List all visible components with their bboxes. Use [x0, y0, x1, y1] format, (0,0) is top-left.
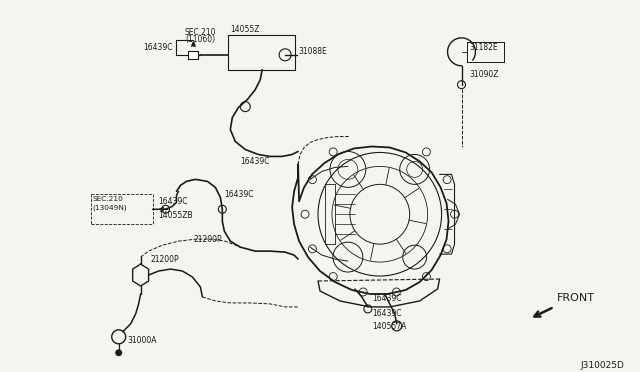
Text: SEC.210: SEC.210 — [185, 28, 216, 37]
Text: FRONT: FRONT — [557, 293, 595, 303]
Bar — [188, 51, 198, 59]
Text: J310025D: J310025D — [580, 361, 624, 370]
Text: 16439C: 16439C — [225, 190, 254, 199]
Circle shape — [116, 350, 122, 356]
Text: 16439C: 16439C — [372, 310, 401, 318]
Text: (11060): (11060) — [186, 35, 216, 44]
Text: 140557A: 140557A — [372, 323, 406, 331]
Text: SEC.210: SEC.210 — [93, 196, 124, 202]
Text: 16439C: 16439C — [372, 295, 401, 304]
Text: (13049N): (13049N) — [93, 204, 127, 211]
Text: 31090Z: 31090Z — [470, 70, 499, 79]
Text: 31088E: 31088E — [298, 47, 327, 56]
Text: 16439C: 16439C — [159, 197, 188, 206]
Text: 16439C: 16439C — [143, 43, 173, 52]
Text: 31000A: 31000A — [127, 336, 157, 345]
Text: 21200P: 21200P — [150, 254, 179, 264]
Text: 14055Z: 14055Z — [230, 25, 260, 34]
Text: 16439C: 16439C — [241, 157, 270, 166]
Text: 14055ZB: 14055ZB — [159, 211, 193, 220]
Text: 31182E: 31182E — [470, 43, 498, 52]
Text: 21200P: 21200P — [194, 235, 222, 244]
